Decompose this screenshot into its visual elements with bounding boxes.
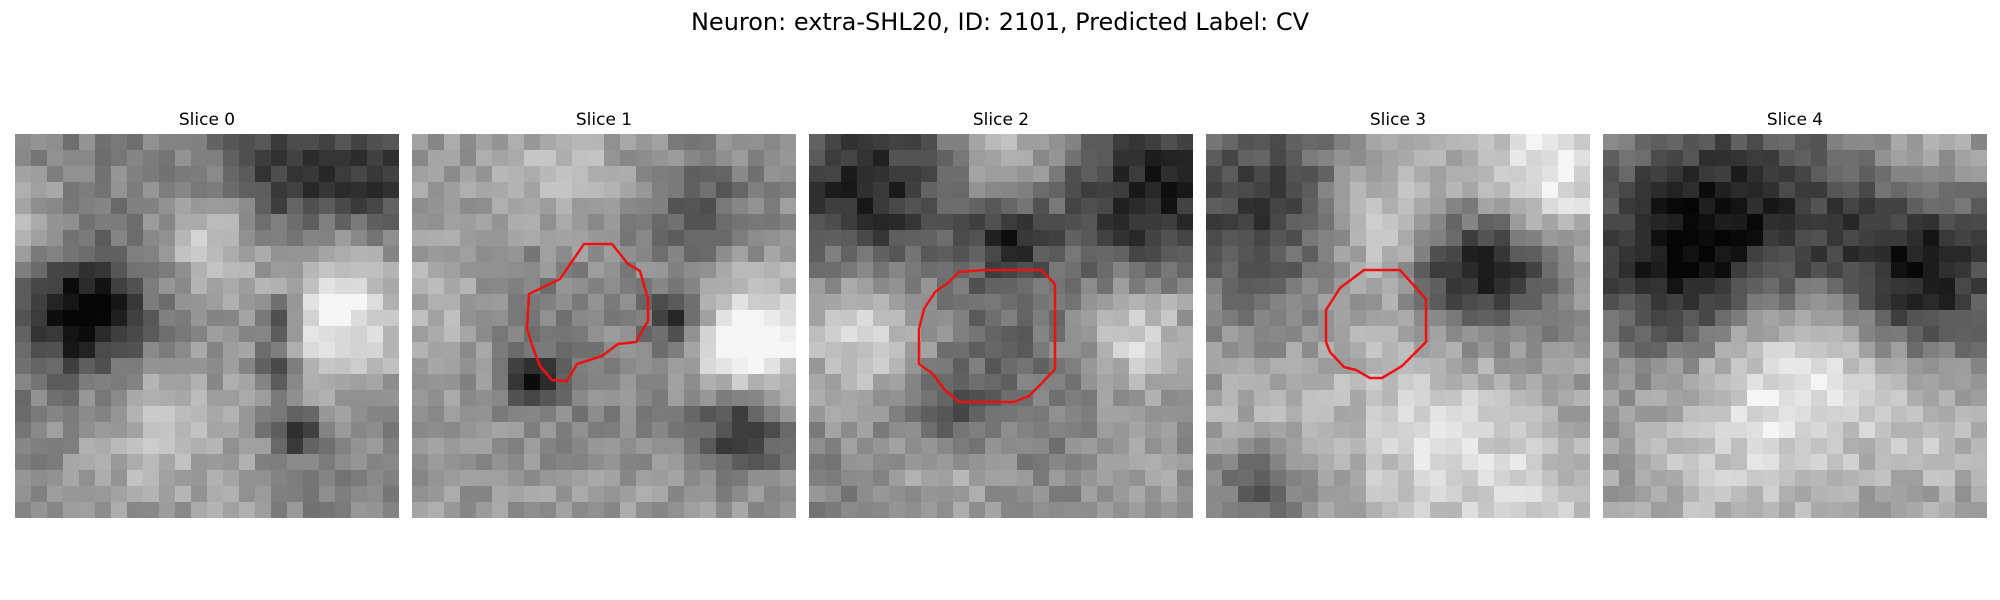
slice-title: Slice 3 — [1369, 110, 1427, 130]
slice-image — [15, 134, 399, 518]
segmentation-outline — [525, 242, 650, 383]
figure-title: Neuron: extra-SHL20, ID: 2101, Predicted… — [690, 8, 1310, 36]
slice-panel-2: Slice 2 — [809, 108, 1193, 518]
micrograph-pixels — [809, 134, 1193, 518]
micrograph-pixels — [15, 134, 399, 518]
slice-panel-3: Slice 3 — [1206, 108, 1590, 518]
slice-panel-4: Slice 4 — [1603, 108, 1987, 518]
micrograph-pixels — [412, 134, 796, 518]
slice-image — [1603, 134, 1987, 518]
slice-title: Slice 2 — [972, 110, 1030, 130]
micrograph-pixels — [1603, 134, 1987, 518]
micrograph-pixels — [1206, 134, 1590, 518]
slice-title: Slice 4 — [1766, 110, 1824, 130]
slice-image — [412, 134, 796, 518]
slice-title: Slice 1 — [575, 110, 633, 130]
slice-panel-1: Slice 1 — [412, 108, 796, 518]
slice-title: Slice 0 — [178, 110, 236, 130]
slice-image — [1206, 134, 1590, 518]
segmentation-outline — [1324, 268, 1428, 380]
segmentation-outline — [917, 268, 1057, 404]
slice-panel-0: Slice 0 — [15, 108, 399, 518]
slice-image — [809, 134, 1193, 518]
